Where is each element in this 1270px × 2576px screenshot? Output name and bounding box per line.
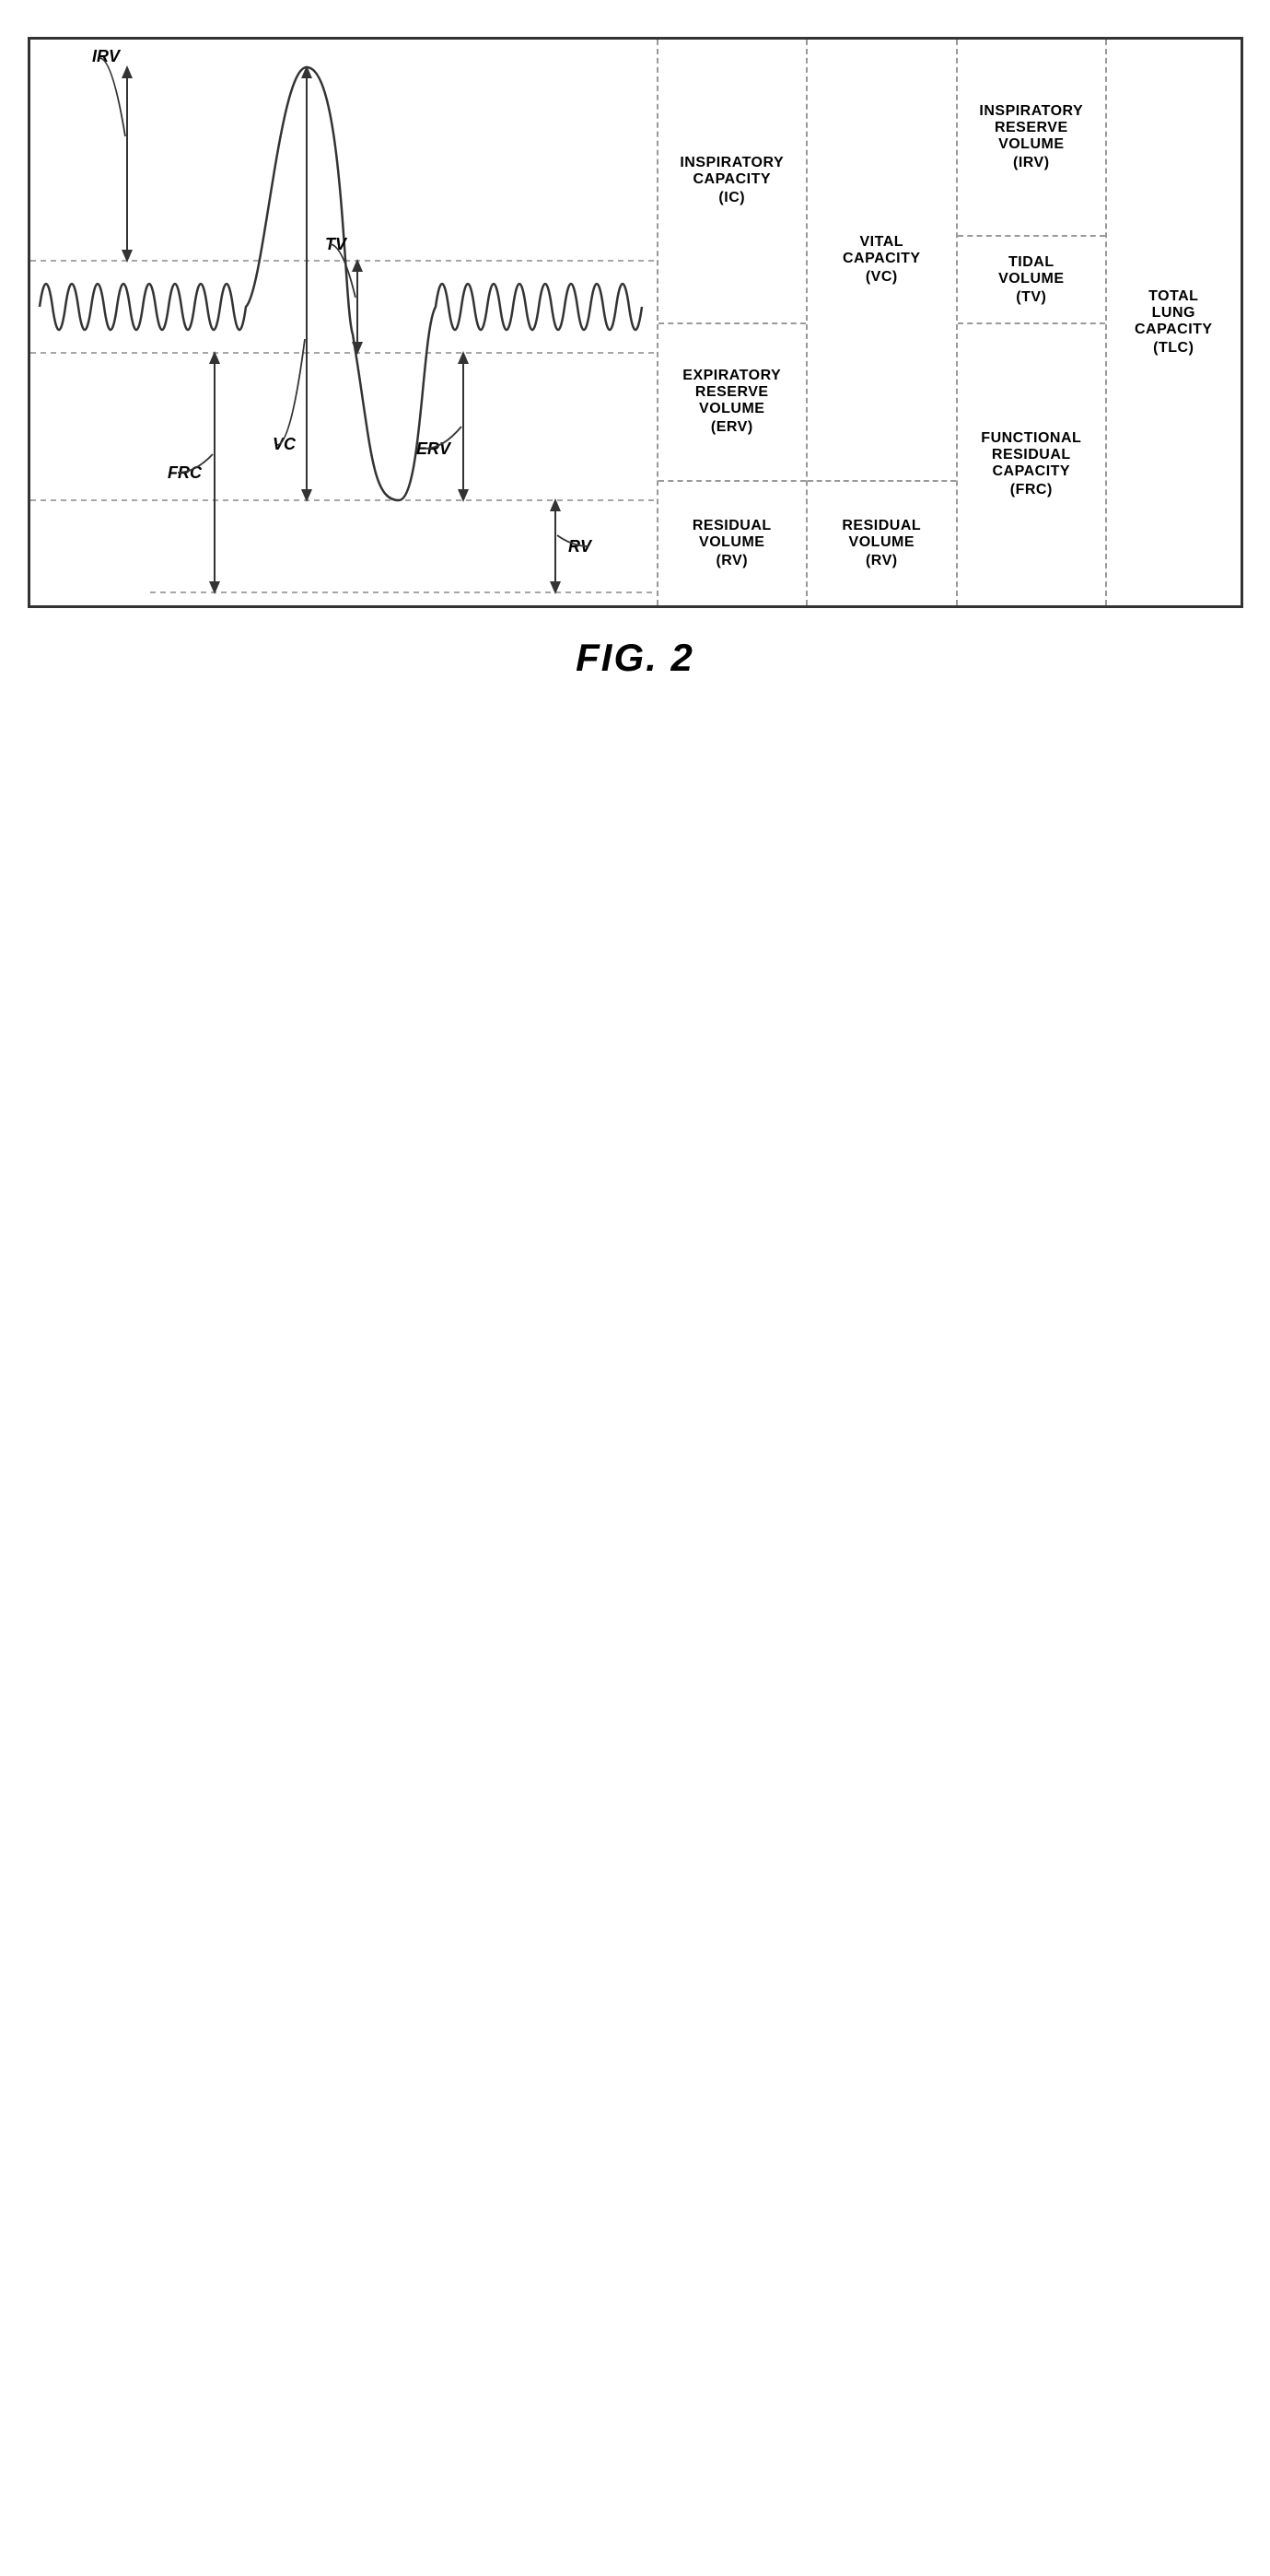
spirogram-chart: IRVTVVCFRCERVRV — [30, 40, 658, 605]
table-col-1: INSPIRATORY CAPACITY (IC) EXPIRATORY RES… — [658, 40, 809, 605]
cell-abbr: (RV) — [716, 553, 748, 569]
cell-text: INSPIRATORY — [979, 103, 1083, 120]
cell-rv2: RESIDUAL VOLUME (RV) — [808, 482, 956, 605]
cell-text: VITAL — [860, 234, 904, 251]
cell-text: INSPIRATORY — [680, 155, 784, 171]
cell-abbr: (ERV) — [711, 419, 753, 436]
cell-text: RESIDUAL — [693, 518, 772, 534]
cell-abbr: (IC) — [718, 190, 745, 206]
cell-text: RESIDUAL — [842, 518, 921, 534]
svg-text:TV: TV — [324, 235, 347, 253]
cell-text: VOLUME — [699, 534, 764, 551]
table-col-4: TOTAL LUNG CAPACITY (TLC) — [1107, 40, 1240, 605]
cell-ic: INSPIRATORY CAPACITY (IC) — [658, 40, 807, 324]
cell-text: EXPIRATORY — [682, 368, 781, 384]
cell-abbr: (RV) — [866, 553, 898, 569]
svg-text:ERV: ERV — [415, 439, 451, 458]
cell-abbr: (FRC) — [1010, 482, 1053, 498]
cell-text: VOLUME — [699, 401, 764, 417]
cell-tv: TIDAL VOLUME (TV) — [958, 237, 1106, 324]
cell-text: CAPACITY — [843, 251, 921, 267]
table-col-3: INSPIRATORY RESERVE VOLUME (IRV) TIDAL V… — [958, 40, 1108, 605]
cell-text: TIDAL — [1008, 254, 1054, 271]
spirogram-svg: IRVTVVCFRCERVRV — [30, 40, 657, 611]
cell-irv: INSPIRATORY RESERVE VOLUME (IRV) — [958, 40, 1106, 237]
cell-text: FUNCTIONAL — [981, 430, 1081, 447]
figure-label: FIG. 2 — [576, 636, 694, 680]
lung-volume-table: INSPIRATORY CAPACITY (IC) EXPIRATORY RES… — [658, 40, 1241, 605]
lung-volume-figure: IRVTVVCFRCERVRV INSPIRATORY CAPACITY (IC… — [28, 37, 1243, 608]
cell-text: TOTAL — [1148, 288, 1198, 305]
cell-text: LUNG — [1152, 305, 1195, 322]
cell-text: CAPACITY — [693, 171, 771, 188]
svg-text:IRV: IRV — [91, 47, 121, 65]
cell-erv: EXPIRATORY RESERVE VOLUME (ERV) — [658, 324, 807, 482]
table-col-2: VITAL CAPACITY (VC) RESIDUAL VOLUME (RV) — [808, 40, 958, 605]
cell-text: RESERVE — [995, 120, 1068, 136]
cell-text: CAPACITY — [1135, 322, 1213, 338]
cell-rv: RESIDUAL VOLUME (RV) — [658, 482, 807, 605]
cell-abbr: (IRV) — [1013, 155, 1050, 171]
cell-text: RESIDUAL — [992, 447, 1071, 463]
cell-tlc: TOTAL LUNG CAPACITY (TLC) — [1107, 40, 1240, 605]
cell-text: CAPACITY — [992, 463, 1070, 480]
cell-text: VOLUME — [998, 136, 1064, 153]
cell-frc: FUNCTIONAL RESIDUAL CAPACITY (FRC) — [958, 324, 1106, 605]
cell-abbr: (VC) — [866, 269, 898, 286]
cell-text: VOLUME — [998, 271, 1064, 287]
cell-text: RESERVE — [695, 384, 769, 401]
cell-text: VOLUME — [849, 534, 915, 551]
cell-abbr: (TV) — [1016, 289, 1046, 306]
cell-vc: VITAL CAPACITY (VC) — [808, 40, 956, 482]
cell-abbr: (TLC) — [1153, 340, 1194, 357]
